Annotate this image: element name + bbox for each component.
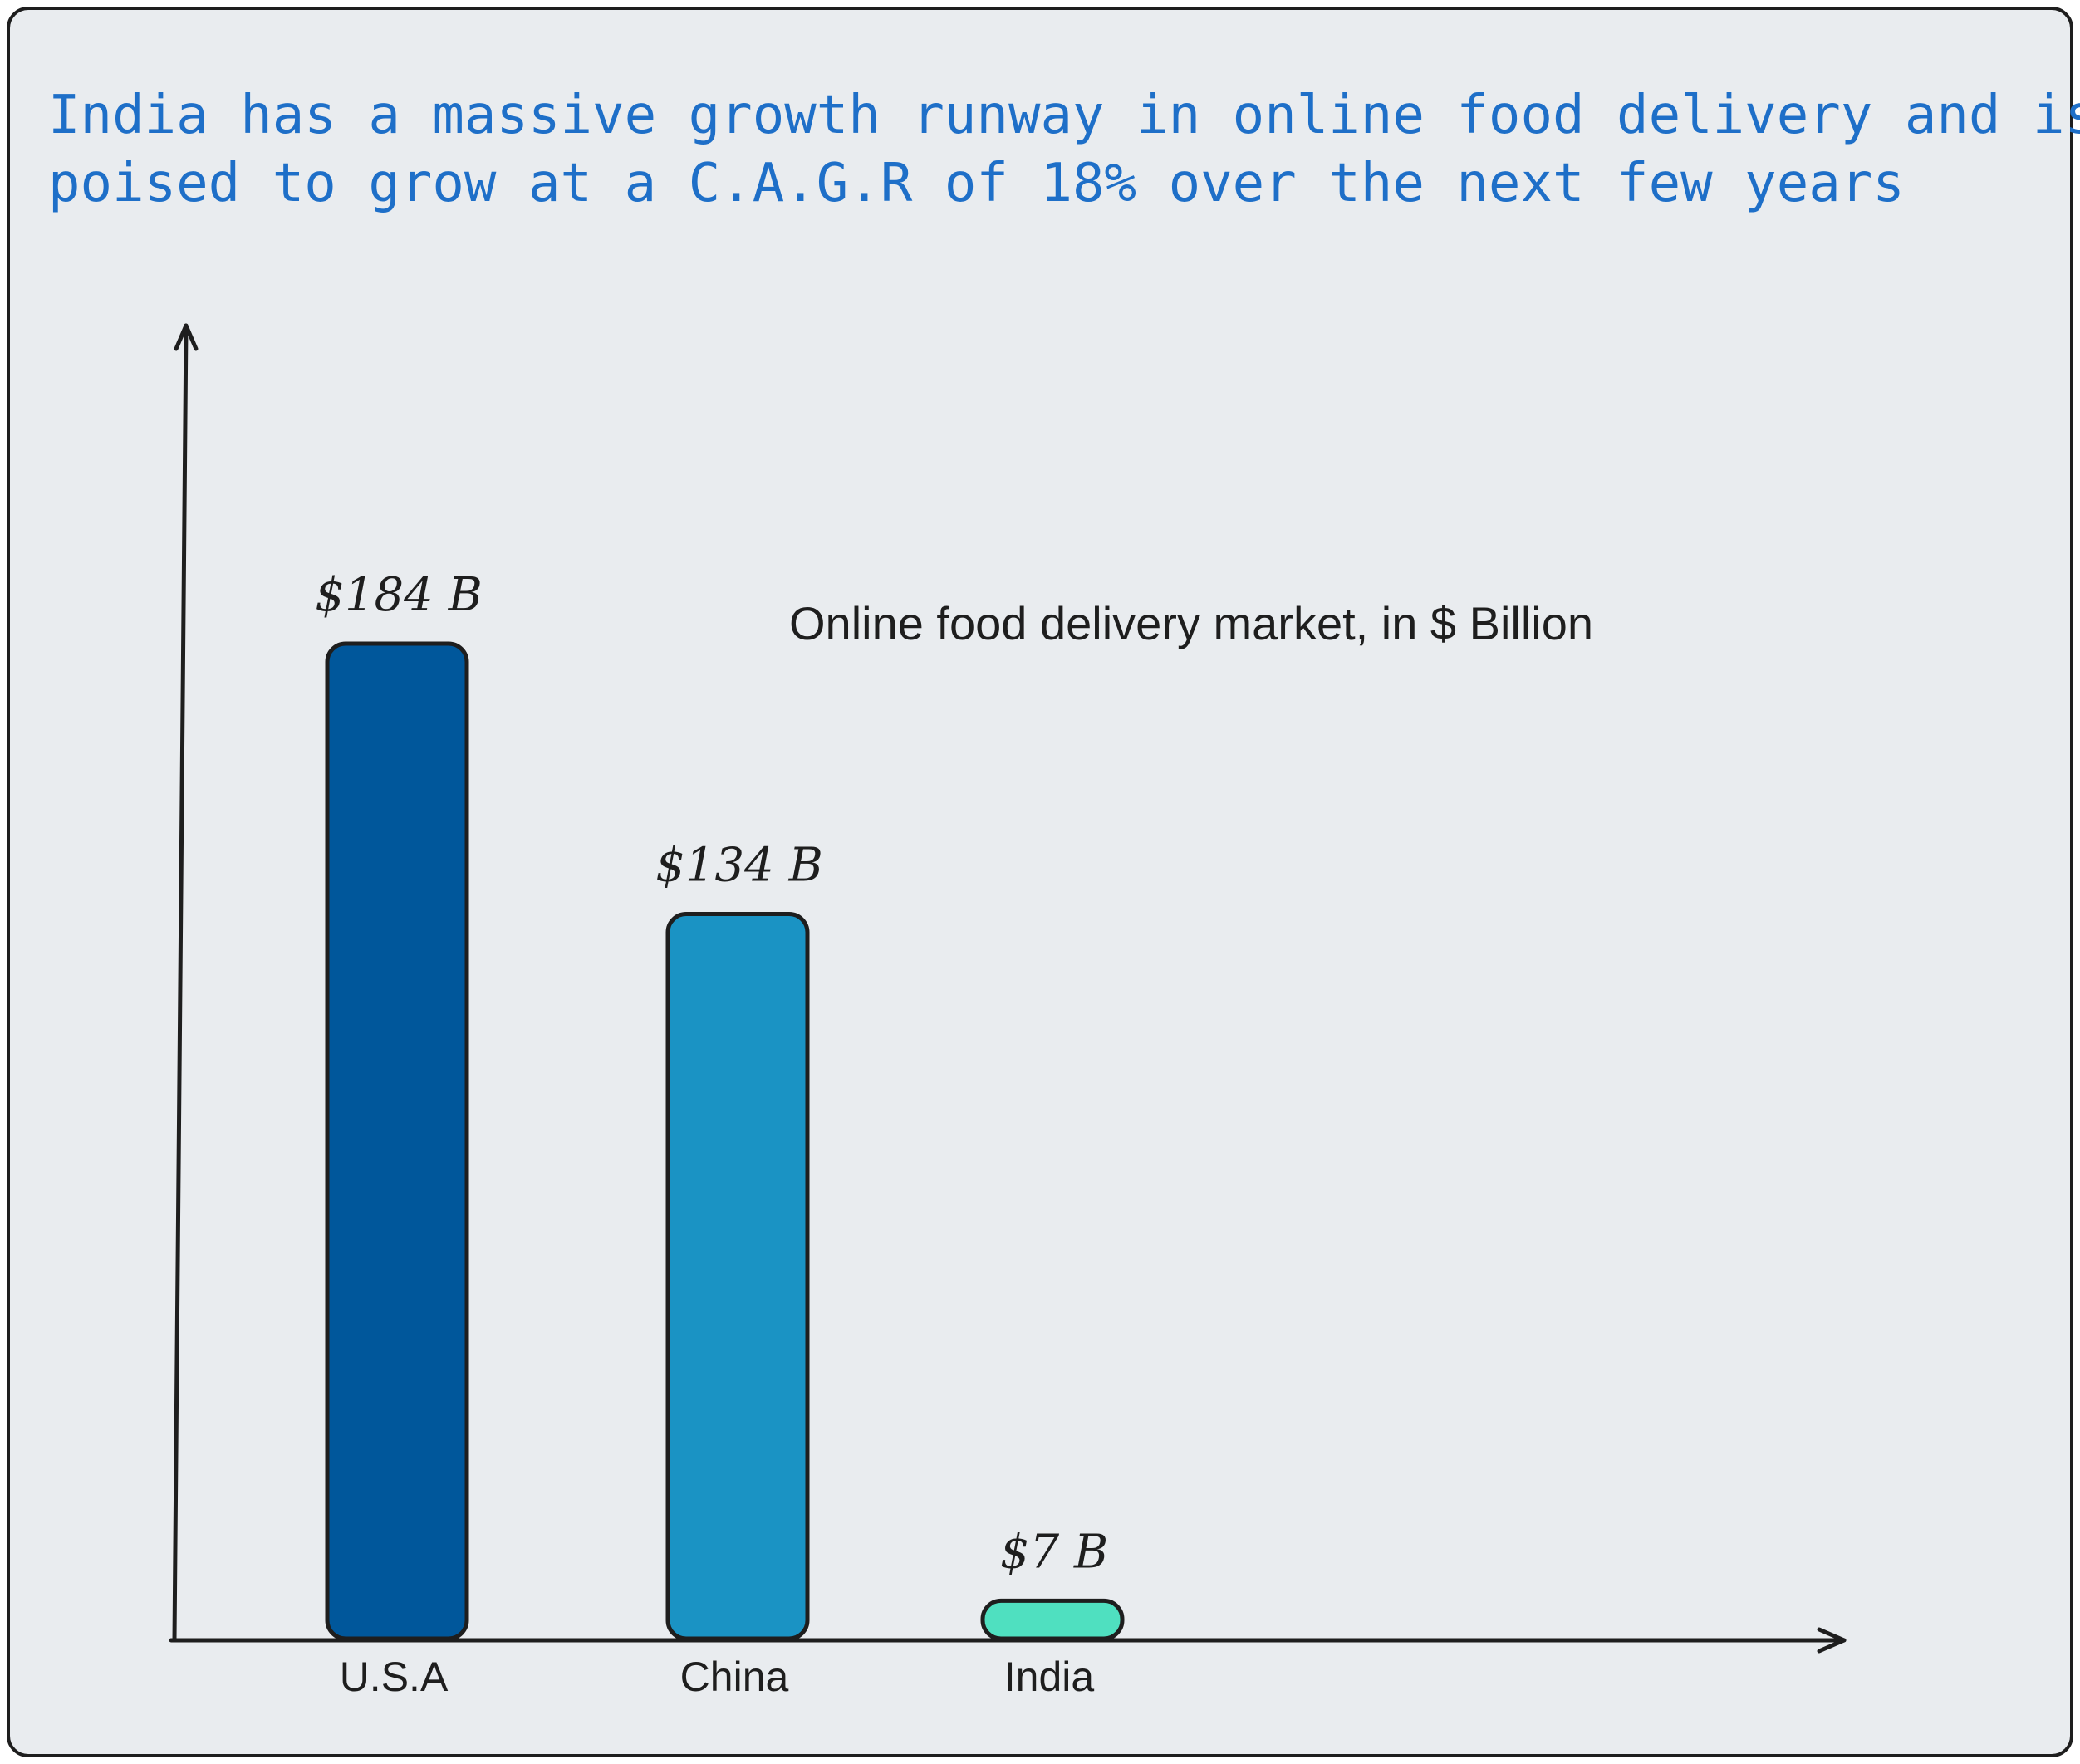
chart-title: Online food delivery market, in $ Billio… bbox=[789, 597, 1593, 649]
category-label-usa: U.S.A bbox=[340, 1654, 449, 1700]
headline-line-2: poised to grow at a C.A.G.R of 18% over … bbox=[48, 153, 1905, 214]
value-label-india: $7 B bbox=[1000, 1525, 1108, 1579]
x-axis-arrowhead bbox=[1817, 1627, 1847, 1654]
y-axis-arrowhead bbox=[174, 323, 199, 351]
bar-china bbox=[665, 912, 810, 1641]
headline-line-1: India has a massive growth runway in onl… bbox=[48, 85, 2080, 146]
value-label-usa: $184 B bbox=[315, 568, 482, 622]
category-label-india: India bbox=[1004, 1654, 1095, 1700]
category-label-china: China bbox=[680, 1654, 789, 1700]
y-axis bbox=[172, 323, 189, 1643]
bar-india bbox=[980, 1598, 1125, 1641]
card-frame bbox=[7, 7, 2073, 1757]
value-label-china: $134 B bbox=[655, 839, 822, 893]
bars-layer: $184 B U.S.A $134 B China $7 B India bbox=[315, 568, 1125, 1700]
bar-usa bbox=[325, 641, 469, 1641]
